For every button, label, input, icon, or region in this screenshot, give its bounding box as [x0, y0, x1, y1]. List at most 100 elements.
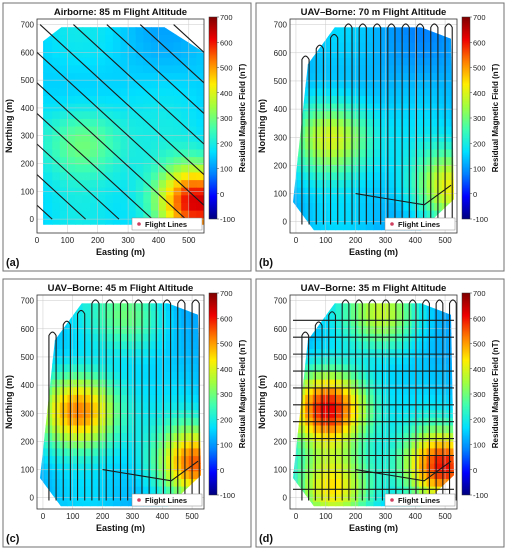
- flight-line: [387, 23, 396, 225]
- flight-line: [328, 311, 337, 501]
- x-tick-label: 400: [409, 236, 423, 245]
- y-tick-label: 0: [30, 494, 35, 503]
- y-tick-label: 700: [21, 21, 35, 30]
- y-tick-label: 600: [274, 325, 288, 334]
- colorbar-label: Residual Magnetic Field (nT): [238, 63, 247, 172]
- flight-line: [330, 33, 339, 225]
- chart-title: UAV–Borne: 35 m Flight Altitude: [301, 283, 447, 294]
- y-tick-label: 200: [274, 437, 288, 446]
- colorbar-label: Residual Magnetic Field (nT): [491, 339, 500, 448]
- y-tick-label: 400: [21, 104, 35, 113]
- x-tick-label: 0: [35, 236, 40, 245]
- colorbar-tick-label: 100: [473, 441, 486, 450]
- colorbar-tick-label: 300: [220, 114, 233, 123]
- panel-label: (c): [6, 533, 20, 545]
- x-tick-label: 400: [156, 512, 170, 521]
- y-axis-label: Northing (m): [4, 99, 14, 153]
- flight-line: [106, 24, 204, 115]
- y-tick-label: 0: [30, 215, 35, 224]
- chart-title: Airborne: 85 m Flight Altitude: [54, 7, 187, 18]
- axes-frame: [289, 294, 458, 510]
- magnetic-field-map: [43, 27, 204, 225]
- panel-b: 0 100 200 300 400 500 0 100 200 300 400 500 600 700 Ea…: [255, 2, 505, 272]
- flight-line: [372, 23, 382, 225]
- x-tick-label: 500: [182, 236, 196, 245]
- y-tick-label: 500: [274, 77, 288, 86]
- legend-marker: [390, 222, 394, 226]
- x-axis-label: Easting (m): [349, 247, 398, 257]
- flight-line: [355, 299, 363, 501]
- colorbar: [208, 292, 218, 496]
- colorbar-tick-label: -100: [473, 491, 488, 500]
- flight-line: [37, 143, 120, 220]
- panel-label: (b): [259, 257, 273, 269]
- y-tick-label: 100: [274, 466, 288, 475]
- colorbar-label: Residual Magnetic Field (nT): [491, 63, 500, 172]
- y-tick-label: 300: [21, 132, 35, 141]
- x-tick-label: 300: [379, 236, 393, 245]
- y-tick-label: 600: [21, 325, 35, 334]
- flight-lines: [37, 24, 204, 220]
- colorbar-tick-label: 500: [220, 340, 233, 349]
- colorbar-tick-label: 100: [220, 165, 233, 174]
- colorbar-tick-label: 500: [473, 64, 486, 73]
- flight-line: [415, 23, 425, 225]
- flight-line: [134, 299, 143, 501]
- legend: Flight Lines: [384, 493, 456, 507]
- legend: Flight Lines: [131, 493, 203, 507]
- colorbar: [208, 16, 218, 220]
- colorbar-tick-label: 700: [473, 13, 486, 22]
- flight-line: [301, 55, 310, 225]
- x-tick-label: 300: [126, 512, 140, 521]
- y-axis-label: Northing (m): [257, 375, 267, 429]
- flight-line: [119, 299, 129, 501]
- flight-lines: [301, 23, 453, 225]
- flight-line: [162, 299, 172, 501]
- x-tick-label: 0: [294, 236, 299, 245]
- colorbar-tick-label: 200: [220, 415, 233, 424]
- colorbar-tick-label: 300: [220, 390, 233, 399]
- x-tick-label: 500: [438, 512, 452, 521]
- y-tick-label: 600: [21, 48, 35, 57]
- y-tick-label: 200: [274, 161, 288, 170]
- axes-frame: [289, 18, 458, 234]
- colorbar-tick-label: -100: [473, 215, 488, 224]
- x-tick-label: 300: [379, 512, 393, 521]
- legend-marker: [137, 222, 141, 226]
- legend-marker: [390, 498, 394, 502]
- colorbar-tick-label: 0: [220, 190, 224, 199]
- y-tick-label: 200: [21, 160, 35, 169]
- flight-line: [355, 460, 452, 482]
- flight-line: [77, 309, 86, 501]
- colorbar-tick-label: -100: [220, 215, 235, 224]
- x-tick-label: 100: [319, 236, 333, 245]
- flight-line: [422, 299, 430, 501]
- colorbar-tick-label: 700: [220, 289, 233, 298]
- flight-line: [368, 299, 377, 501]
- flight-line: [344, 23, 353, 225]
- colorbar: [461, 292, 471, 496]
- colorbar-tick-label: 500: [473, 340, 486, 349]
- flight-line: [62, 320, 71, 501]
- flight-line: [444, 23, 453, 225]
- flight-line: [37, 51, 204, 206]
- flight-line: [148, 299, 157, 501]
- colorbar-tick-label: -100: [220, 491, 235, 500]
- flight-line: [314, 321, 323, 501]
- colorbar-tick-label: 100: [220, 441, 233, 450]
- colorbar-tick-label: 600: [473, 314, 486, 323]
- panel-label: (a): [6, 257, 20, 269]
- colorbar-tick-label: 600: [220, 314, 233, 323]
- x-tick-label: 100: [66, 512, 80, 521]
- colorbar-label: Residual Magnetic Field (nT): [238, 339, 247, 448]
- colorbar-tick-label: 0: [473, 466, 477, 475]
- flight-line: [381, 299, 390, 501]
- x-tick-label: 200: [96, 512, 110, 521]
- x-axis-label: Easting (m): [96, 523, 145, 533]
- colorbar-tick-label: 700: [473, 289, 486, 298]
- flight-line: [139, 24, 204, 84]
- flight-line: [430, 23, 439, 225]
- x-axis-label: Easting (m): [349, 523, 398, 533]
- panel-a: 0 100 200 300 400 500 0 100 200 300 400 500 600 700 Ea…: [2, 2, 252, 272]
